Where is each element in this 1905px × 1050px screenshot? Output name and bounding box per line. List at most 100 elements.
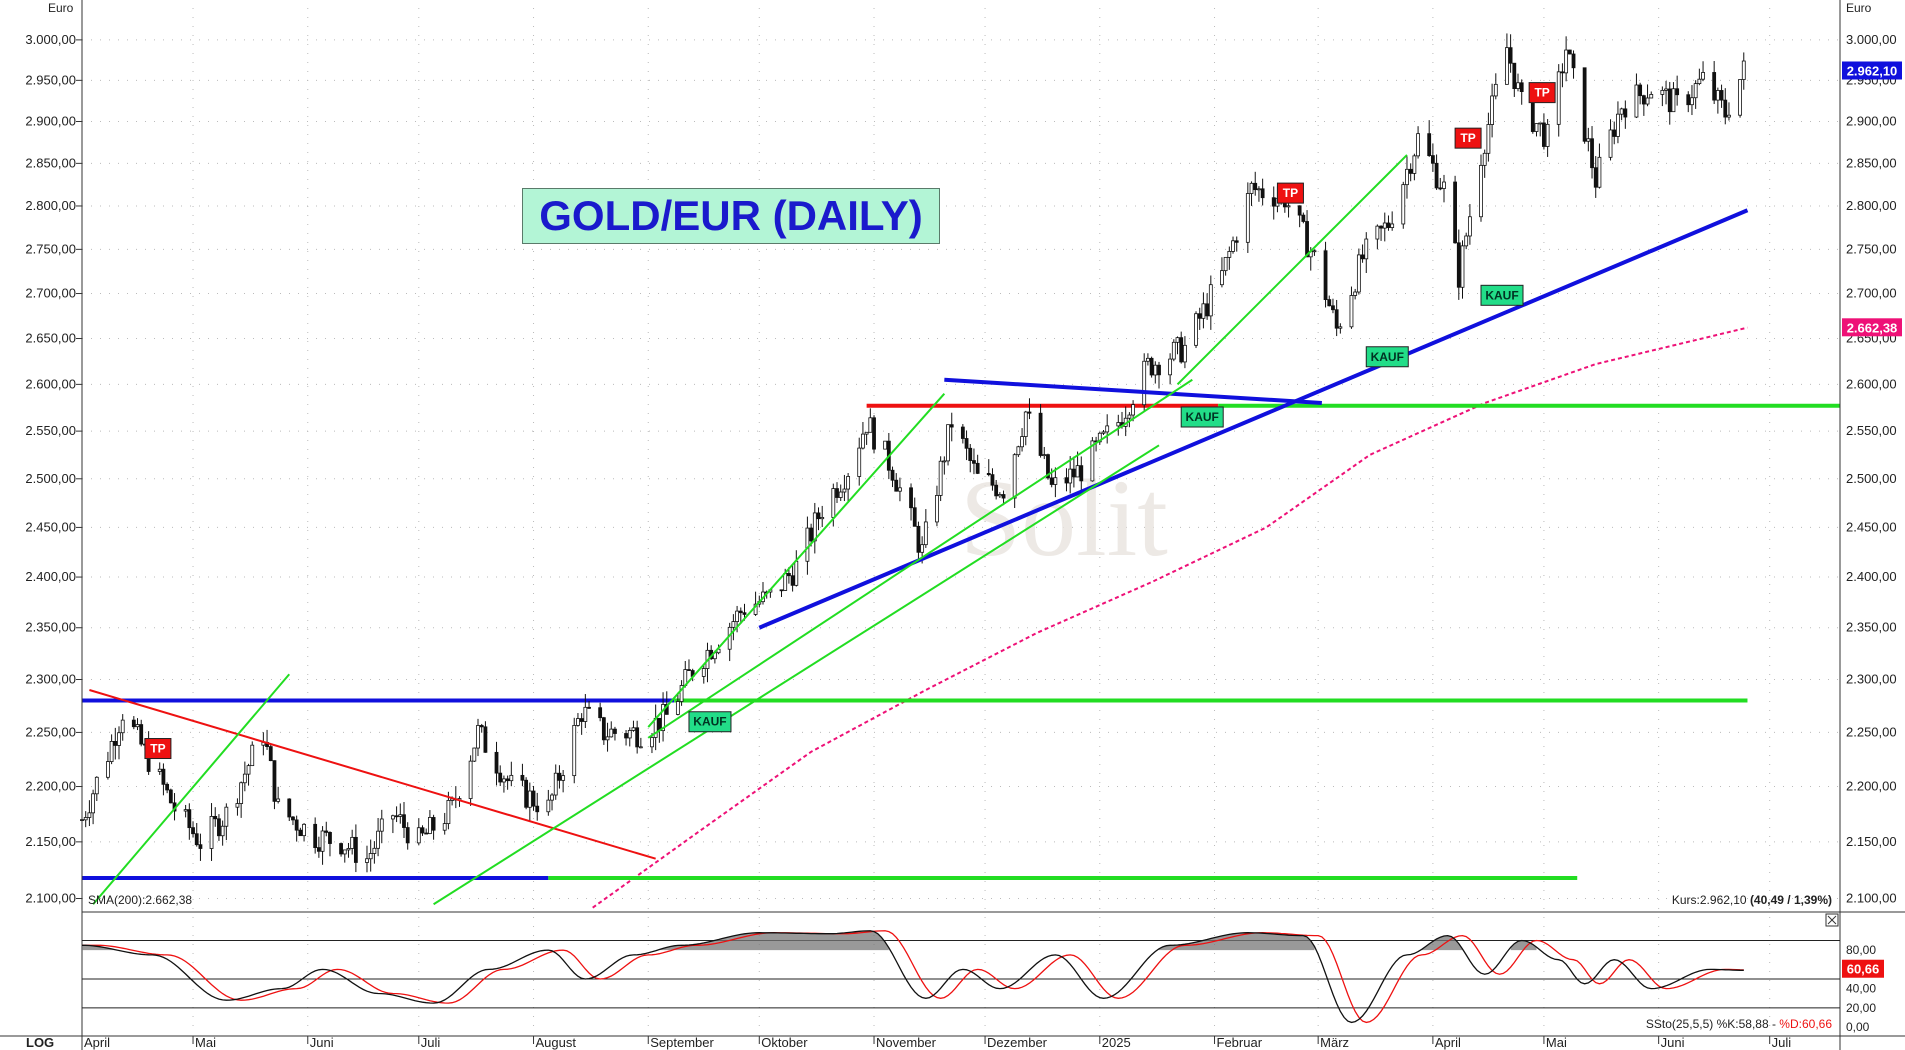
candle-body — [1231, 240, 1235, 252]
candle-body — [1142, 360, 1147, 406]
candle-body — [1375, 225, 1380, 240]
candle — [390, 814, 395, 834]
candle-body — [1312, 250, 1317, 253]
candle — [1068, 456, 1073, 494]
candle — [1460, 240, 1465, 299]
candle-body — [1442, 181, 1446, 189]
candle-body — [1297, 205, 1302, 216]
candle — [250, 741, 255, 767]
candle-body — [1560, 71, 1565, 74]
x-tick-label: Juli — [1772, 1035, 1792, 1050]
candle-body — [235, 803, 240, 808]
candle-body — [872, 417, 876, 450]
candle — [265, 729, 269, 750]
candle — [106, 751, 110, 780]
signals: TP KAUF KAUF TP KAUF TP KAUF TP — [144, 82, 1556, 760]
price-tag-text: 2.962,10 — [1847, 63, 1898, 78]
candles — [80, 33, 1746, 873]
candle — [1157, 361, 1161, 389]
candle-body — [502, 778, 506, 783]
candle-body — [372, 847, 377, 854]
candle — [117, 726, 121, 760]
stoch-k-label: %K:58,88 - — [1717, 1017, 1780, 1031]
candle-body — [601, 717, 606, 741]
candle-body — [1412, 155, 1417, 174]
stoch-y-tick: 40,00 — [1846, 982, 1876, 996]
candle-body — [379, 818, 384, 832]
candle — [1020, 428, 1024, 452]
signal-box — [1480, 284, 1524, 306]
candle-body — [217, 818, 221, 837]
signal-label: TP — [150, 742, 165, 756]
candle — [609, 721, 614, 738]
candle-body — [368, 853, 373, 860]
candle-body — [553, 772, 558, 796]
y-tick-label-right: 2.800,00 — [1846, 198, 1897, 213]
candle — [1327, 295, 1332, 307]
candle-body — [816, 512, 821, 520]
candle — [1723, 88, 1728, 125]
candle — [1205, 293, 1210, 320]
candle-body — [561, 775, 566, 781]
candle-body — [168, 789, 173, 804]
candle-body — [1493, 83, 1498, 97]
candle — [1512, 62, 1517, 97]
candle-body — [198, 844, 203, 849]
candle — [509, 761, 514, 787]
candle-body — [1064, 477, 1069, 484]
candle-body — [968, 447, 973, 461]
candle — [1660, 86, 1665, 107]
candle — [1516, 73, 1520, 92]
candle-body — [416, 827, 421, 844]
candle — [165, 782, 170, 794]
close-icon[interactable] — [1825, 913, 1839, 927]
candle — [561, 769, 566, 793]
candle — [613, 726, 617, 741]
candle — [1649, 91, 1654, 99]
candle — [1142, 353, 1147, 413]
candle-body — [1327, 299, 1332, 307]
candle — [328, 831, 332, 857]
candle-body — [224, 806, 229, 827]
candle-body — [949, 424, 954, 428]
y-tick-label-left: 2.900,00 — [25, 113, 76, 128]
candle — [316, 836, 321, 858]
candle — [346, 842, 351, 858]
candle-body — [472, 747, 477, 762]
candle-body — [298, 829, 303, 837]
trend-line — [944, 377, 1322, 405]
candle — [1023, 410, 1028, 446]
candle-body — [627, 730, 632, 739]
candle-body — [427, 817, 432, 835]
candle — [990, 468, 995, 491]
candle — [1016, 445, 1021, 458]
candle — [972, 448, 976, 475]
candle — [738, 607, 743, 625]
candle — [1467, 204, 1472, 245]
candle-body — [842, 488, 847, 493]
candle — [1405, 156, 1409, 199]
candle — [627, 727, 632, 747]
candle-body — [938, 460, 943, 496]
candle — [235, 798, 240, 816]
candle — [601, 716, 606, 745]
candle-body — [1194, 313, 1198, 346]
candle-body — [1519, 82, 1524, 93]
candle — [1260, 178, 1265, 206]
candle — [1619, 107, 1624, 121]
candle-body — [1534, 123, 1539, 132]
y-tick-label-left: 2.200,00 — [25, 779, 76, 794]
candle-body — [661, 704, 665, 732]
candle-body — [291, 816, 295, 821]
candle-body — [442, 823, 447, 831]
signal-label: TP — [1283, 186, 1298, 200]
candle — [1301, 212, 1306, 224]
candle-body — [624, 733, 628, 739]
candle — [938, 456, 943, 502]
candle-body — [1453, 181, 1457, 244]
candle — [1416, 126, 1420, 159]
candle — [1686, 91, 1691, 113]
candle-body — [365, 858, 369, 863]
candle-body — [106, 761, 110, 778]
candle-body — [1201, 303, 1206, 319]
